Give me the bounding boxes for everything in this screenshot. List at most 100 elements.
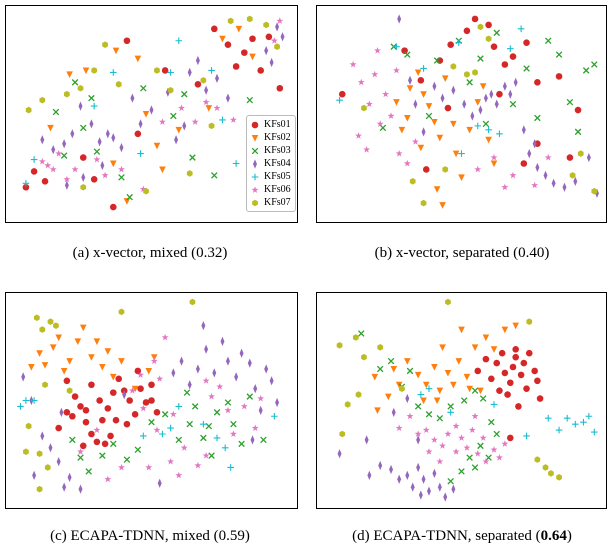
data-point-kfs07 xyxy=(591,187,598,195)
data-point-kfs06 xyxy=(495,454,503,461)
data-point-kfs04 xyxy=(440,93,445,103)
data-point-kfs02 xyxy=(477,387,484,395)
data-point-kfs06 xyxy=(139,185,147,193)
data-point-kfs04 xyxy=(225,356,230,366)
data-point-kfs04 xyxy=(32,470,37,480)
data-point-kfs04 xyxy=(405,393,410,404)
data-point-kfs02 xyxy=(455,358,463,365)
data-point-kfs06 xyxy=(257,394,265,402)
data-point-kfs06 xyxy=(191,118,199,125)
data-point-kfs01 xyxy=(126,397,133,404)
data-point-kfs04 xyxy=(258,405,263,415)
data-point-kfs02 xyxy=(471,344,479,351)
data-point-kfs04 xyxy=(187,380,192,390)
data-point-kfs07 xyxy=(355,391,362,398)
data-point-kfs02 xyxy=(458,326,465,334)
legend-marker xyxy=(252,199,258,206)
data-point-kfs03 xyxy=(224,399,232,406)
data-point-kfs02 xyxy=(406,85,414,92)
data-point-kfs06 xyxy=(452,448,460,455)
data-point-kfs06 xyxy=(139,404,147,412)
data-point-kfs01 xyxy=(401,47,408,54)
data-point-kfs07 xyxy=(569,172,576,179)
data-point-kfs01 xyxy=(566,154,574,161)
data-point-kfs03 xyxy=(493,29,500,37)
data-point-kfs04 xyxy=(275,397,280,408)
data-point-kfs01 xyxy=(463,27,471,35)
data-point-kfs05 xyxy=(109,69,117,76)
data-point-kfs04 xyxy=(405,470,410,480)
data-point-kfs04 xyxy=(157,478,162,488)
data-point-kfs03 xyxy=(376,365,384,373)
legend-item: KFs07 xyxy=(250,196,291,209)
data-point-kfs06 xyxy=(414,430,422,437)
data-point-kfs07 xyxy=(409,178,416,185)
data-point-kfs06 xyxy=(169,410,177,418)
data-point-kfs02 xyxy=(420,91,427,98)
data-point-kfs06 xyxy=(458,434,465,441)
data-point-kfs04 xyxy=(508,89,513,99)
data-point-kfs06 xyxy=(104,475,112,483)
data-point-kfs01 xyxy=(249,35,256,43)
data-point-kfs02 xyxy=(420,397,427,405)
data-point-kfs03 xyxy=(544,37,552,45)
scatter-plot-b xyxy=(316,5,607,223)
data-point-kfs06 xyxy=(229,116,237,123)
data-point-kfs01 xyxy=(501,61,509,68)
data-point-kfs01 xyxy=(501,369,509,377)
data-point-kfs01 xyxy=(523,385,530,392)
data-point-kfs04 xyxy=(451,484,456,494)
scatter-svg-c xyxy=(17,298,280,494)
data-point-kfs04 xyxy=(391,407,396,417)
data-point-kfs03 xyxy=(566,98,574,106)
data-point-kfs01 xyxy=(134,367,142,375)
scatter-svg-b xyxy=(336,14,599,209)
data-point-kfs01 xyxy=(504,391,511,398)
data-point-kfs01 xyxy=(444,104,452,112)
legend-item: KFs01 xyxy=(250,118,291,131)
data-point-kfs02 xyxy=(414,371,422,379)
data-point-kfs01 xyxy=(123,420,131,428)
data-point-kfs01 xyxy=(104,405,112,412)
data-point-kfs03 xyxy=(77,454,84,461)
data-point-kfs06 xyxy=(118,463,125,471)
data-point-kfs07 xyxy=(33,314,40,322)
data-point-kfs04 xyxy=(62,139,67,149)
data-point-kfs05 xyxy=(563,414,571,422)
data-point-kfs06 xyxy=(128,387,136,394)
data-point-kfs03 xyxy=(466,454,473,461)
data-point-kfs02 xyxy=(109,373,117,381)
data-point-kfs07 xyxy=(339,430,346,438)
data-point-kfs01 xyxy=(77,403,84,410)
data-point-kfs02 xyxy=(458,174,465,181)
data-point-kfs05 xyxy=(232,160,240,167)
data-point-kfs01 xyxy=(498,349,506,357)
data-point-kfs07 xyxy=(542,464,549,471)
data-point-kfs04 xyxy=(364,435,369,445)
data-point-kfs03 xyxy=(134,446,142,454)
data-point-kfs06 xyxy=(153,426,161,433)
data-point-kfs01 xyxy=(82,407,90,414)
data-point-kfs02 xyxy=(235,25,243,33)
legend-item: KFs06 xyxy=(250,183,291,196)
data-point-kfs04 xyxy=(70,129,75,139)
data-point-kfs05 xyxy=(22,397,30,404)
data-point-kfs02 xyxy=(436,134,444,142)
data-point-kfs07 xyxy=(25,422,32,430)
data-point-kfs04 xyxy=(275,22,280,32)
data-point-kfs06 xyxy=(224,406,232,414)
data-point-kfs05 xyxy=(580,418,587,426)
scatter-svg-d xyxy=(336,298,598,502)
scatter-svg-a xyxy=(22,15,285,211)
legend-marker xyxy=(251,173,259,180)
data-point-kfs02 xyxy=(431,118,438,126)
data-point-kfs03 xyxy=(230,420,237,428)
data-point-kfs04 xyxy=(437,482,442,492)
data-point-kfs04 xyxy=(195,55,200,66)
data-point-kfs05 xyxy=(417,391,425,398)
data-point-kfs06 xyxy=(77,448,84,455)
data-point-kfs03 xyxy=(126,193,133,201)
data-point-kfs06 xyxy=(422,426,430,433)
data-point-kfs04 xyxy=(111,133,116,143)
data-point-kfs06 xyxy=(439,442,446,449)
